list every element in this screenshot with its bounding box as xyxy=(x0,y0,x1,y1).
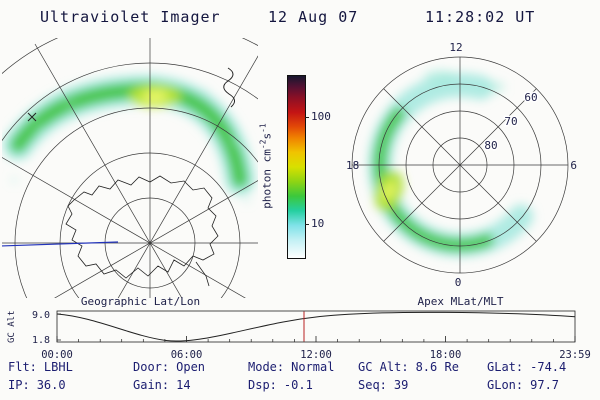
alt-ytick-bottom: 1.8 xyxy=(32,335,50,346)
status-gcalt: GC Alt: 8.6 Re xyxy=(358,360,459,374)
geo-grid xyxy=(2,38,258,298)
status-flt-value: LBHL xyxy=(43,360,73,374)
antarctica-coastline xyxy=(65,175,219,287)
status-seq: Seq: 39 xyxy=(358,378,408,392)
header-time: 11:28:02 UT xyxy=(425,8,536,26)
xtick-0000: 00:00 xyxy=(41,349,73,361)
alt-ytick-top: 9.0 xyxy=(32,310,50,321)
aurora-apex xyxy=(368,70,534,257)
status-mode-value: Normal xyxy=(291,360,335,374)
cross-marker xyxy=(27,112,37,122)
colorbar-tick-10-mark xyxy=(305,224,309,225)
status-door-value: Open xyxy=(176,360,206,374)
status-dsp-value: -0.1 xyxy=(283,378,313,392)
header-date: 12 Aug 07 xyxy=(268,8,359,26)
status-gcalt-value: 8.6 Re xyxy=(415,360,459,374)
aurora-geo xyxy=(3,74,255,203)
altitude-curve xyxy=(56,311,576,342)
status-gain: Gain: 14 xyxy=(133,378,191,392)
apex-caption: Apex MLat/MLT xyxy=(417,295,504,308)
xtick-2359: 23:59 xyxy=(559,349,591,361)
status-glat-label: GLat: xyxy=(487,360,524,374)
geographic-plot xyxy=(2,38,258,298)
status-gain-value: 14 xyxy=(176,378,191,392)
colorbar-tick-100: 100 xyxy=(311,110,331,123)
colorbar xyxy=(287,75,306,259)
mlt-label-18: 18 xyxy=(346,159,359,172)
app-title: Ultraviolet Imager xyxy=(40,8,221,26)
geographic-caption: Geographic Lat/Lon xyxy=(80,295,201,308)
colorbar-label-sup1: -2 xyxy=(258,139,268,150)
terminator-line xyxy=(2,241,119,247)
status-flt: Flt: LBHL xyxy=(8,360,73,374)
status-mode-label: Mode: xyxy=(248,360,285,374)
mlat-label-80: 80 xyxy=(484,139,497,152)
colorbar-label-prefix: photon cm xyxy=(260,149,274,209)
status-glon: GLon: 97.7 xyxy=(487,378,559,392)
mlt-label-6: 6 xyxy=(570,159,577,172)
altitude-major-ticks xyxy=(56,313,576,342)
status-gcalt-label: GC Alt: xyxy=(358,360,409,374)
xtick-1200: 12:00 xyxy=(300,349,332,361)
apex-plot: 12 18 6 0 60 70 80 xyxy=(346,41,577,289)
mlat-label-60: 60 xyxy=(524,91,537,104)
xtick-1800: 18:00 xyxy=(430,349,462,361)
status-ip-value: 36.0 xyxy=(36,378,66,392)
colorbar-label-sup2: -1 xyxy=(258,123,268,133)
colorbar-tick-10: 10 xyxy=(311,217,325,230)
status-flt-label: Flt: xyxy=(8,360,37,374)
apex-grid xyxy=(351,56,569,274)
status-glat-value: -74.4 xyxy=(530,360,567,374)
status-ip: IP: 36.0 xyxy=(8,378,66,392)
orbit-squiggle xyxy=(223,67,235,108)
status-ip-label: IP: xyxy=(8,378,30,392)
mlt-label-0: 0 xyxy=(455,276,462,289)
alt-ylabel: GC Alt xyxy=(7,310,17,343)
mlat-label-70: 70 xyxy=(504,115,517,128)
status-glat: GLat: -74.4 xyxy=(487,360,566,374)
altitude-chart: 9.0 1.8 GC Alt 00:00 06:00 12:00 18:00 2… xyxy=(7,310,591,361)
status-mode: Mode: Normal xyxy=(248,360,334,374)
status-glon-label: GLon: xyxy=(487,378,524,392)
status-door-label: Door: xyxy=(133,360,170,374)
status-dsp-label: Dsp: xyxy=(248,378,277,392)
status-gain-label: Gain: xyxy=(133,378,170,392)
status-glon-value: 97.7 xyxy=(530,378,560,392)
colorbar-label-mid: s xyxy=(260,132,274,140)
xtick-0600: 06:00 xyxy=(171,349,203,361)
colorbar-tick-100-mark xyxy=(305,117,309,118)
status-door: Door: Open xyxy=(133,360,205,374)
status-seq-value: 39 xyxy=(393,378,409,392)
colorbar-label: photon cm-2s-1 xyxy=(259,123,274,209)
status-seq-label: Seq: xyxy=(358,378,387,392)
status-dsp: Dsp: -0.1 xyxy=(248,378,313,392)
mlt-label-12: 12 xyxy=(449,41,462,54)
